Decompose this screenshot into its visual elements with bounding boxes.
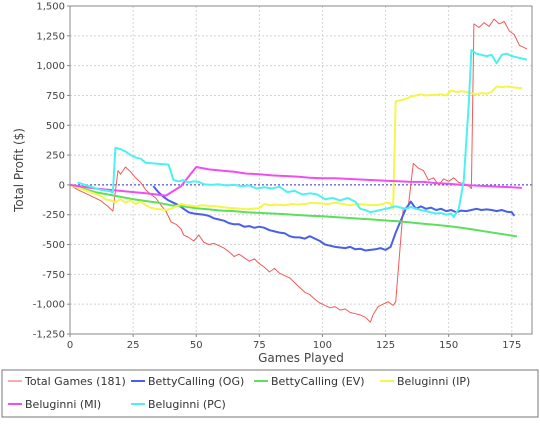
legend-label-5: Beluginni (PC) [148, 398, 226, 411]
x-tick-label: 75 [253, 340, 266, 351]
y-tick-label: 0 [59, 180, 65, 191]
x-tick-label: 100 [313, 340, 332, 351]
y-tick-label: 1,500 [36, 2, 65, 13]
legend-label-1: BettyCalling (OG) [148, 375, 244, 388]
y-tick-label: -1,000 [33, 300, 65, 311]
y-tick-label: 1,250 [36, 31, 65, 42]
x-tick-label: 50 [190, 340, 203, 351]
plot-background [70, 6, 532, 334]
x-tick-label: 25 [127, 340, 140, 351]
legend-label-3: Beluginni (IP) [397, 375, 470, 388]
series-line-3 [69, 85, 523, 211]
y-tick-label: -750 [42, 270, 65, 281]
legend-label-4: Beluginni (MI) [25, 398, 101, 411]
legend-label-0: Total Games (181) [24, 375, 126, 388]
series-line-5 [77, 49, 528, 219]
x-axis-label: Games Played [258, 351, 344, 365]
plot-border [69, 5, 533, 335]
y-tick-label: 750 [46, 91, 65, 102]
legend-box [1, 369, 539, 418]
x-tick-label: 150 [439, 340, 458, 351]
x-tick-label: 125 [376, 340, 395, 351]
y-tick-label: 1,000 [36, 61, 65, 72]
y-tick-label: -1,250 [33, 330, 65, 341]
y-tick-label: -500 [42, 240, 65, 251]
series-line-4 [69, 166, 522, 197]
y-tick-label: 500 [46, 121, 65, 132]
y-tick-label: -250 [42, 210, 65, 221]
y-tick-label: 250 [46, 151, 65, 162]
x-tick-label: 0 [67, 340, 73, 351]
y-axis-label: Total Profit ($) [12, 128, 26, 213]
x-tick-label: 175 [502, 340, 521, 351]
legend-label-2: BettyCalling (EV) [271, 375, 365, 388]
series-line-2 [69, 183, 518, 238]
